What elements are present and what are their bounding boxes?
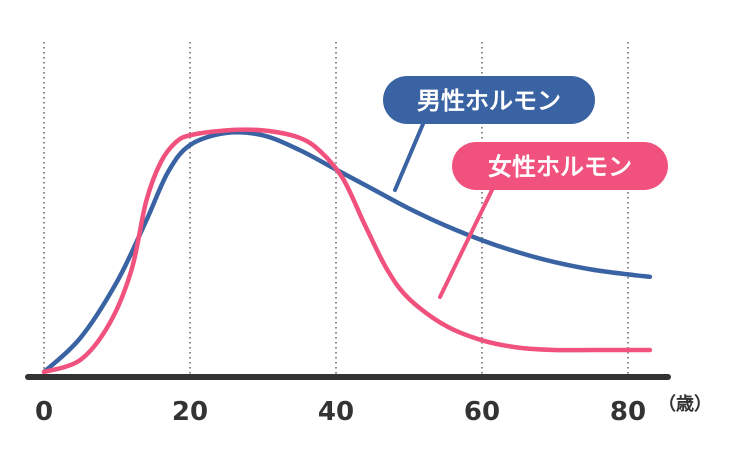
series-lines xyxy=(41,127,653,375)
x-tick-label-0: 0 xyxy=(35,397,53,427)
x-tick-label-20: 20 xyxy=(172,397,208,427)
legend-label-female-hormone: 女性ホルモン xyxy=(488,153,632,181)
callout-leader-male-hormone xyxy=(393,122,425,192)
series-line-female-hormone xyxy=(41,127,653,375)
x-tick-label-40: 40 xyxy=(318,397,354,427)
x-axis: 0 20 40 60 80 （歳） xyxy=(25,374,712,427)
x-tick-label-60: 60 xyxy=(464,397,500,427)
callout-leader-female-hormone xyxy=(438,188,494,299)
x-tick-label-80: 80 xyxy=(610,397,646,427)
x-unit-label: （歳） xyxy=(658,394,712,415)
callout-female-hormone: 女性ホルモン xyxy=(438,142,668,299)
legend-label-male-hormone: 男性ホルモン xyxy=(417,87,561,115)
callout-male-hormone: 男性ホルモン xyxy=(383,76,595,192)
callout-pill-female-hormone xyxy=(452,142,668,190)
callout-pill-male-hormone xyxy=(383,76,595,124)
